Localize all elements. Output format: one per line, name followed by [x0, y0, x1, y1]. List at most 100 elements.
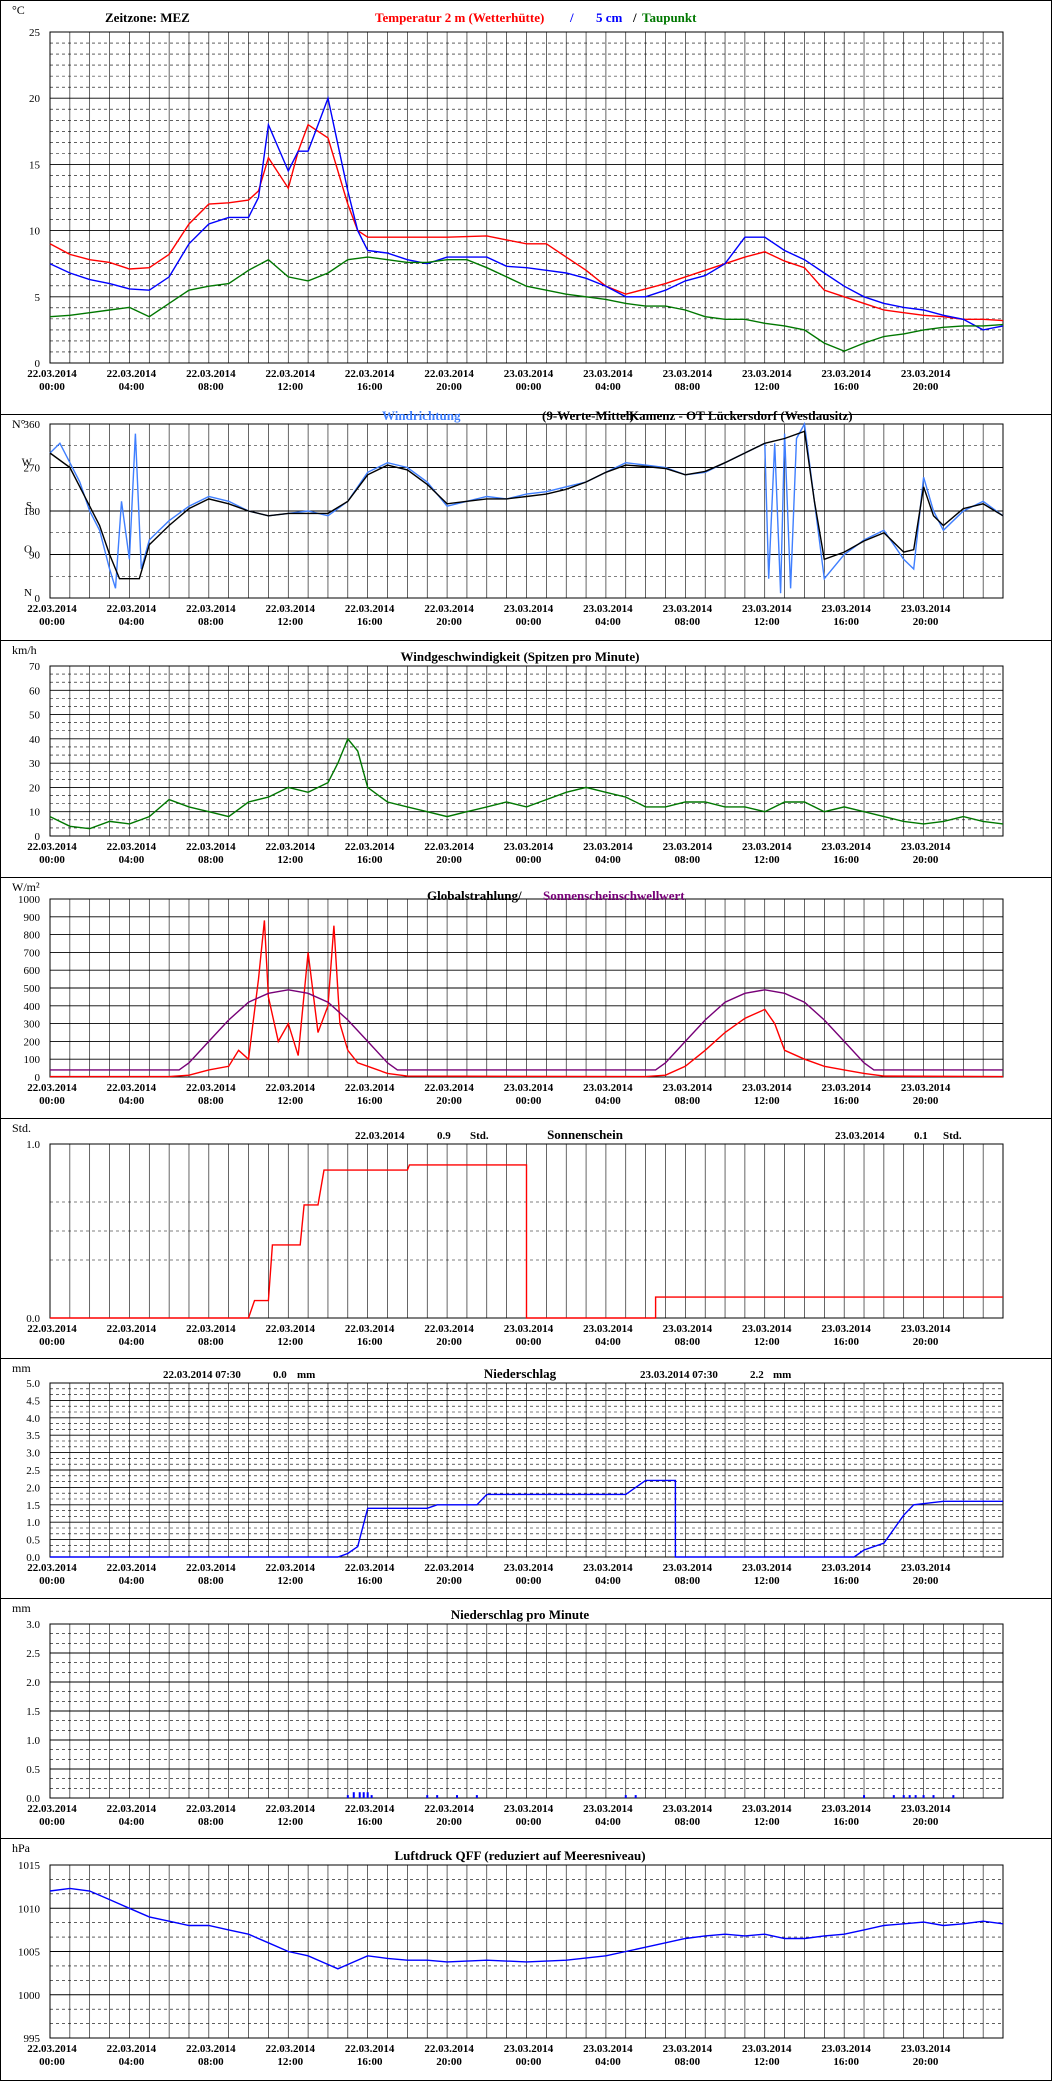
unit-label: N°: [12, 417, 26, 431]
x-tick-date: 23.03.2014: [742, 1562, 792, 1574]
x-tick-time: 08:00: [674, 854, 700, 866]
chart-precipitation: 0.0 0.5 1.0 1.5 2.0 2.5 3.0 3.5 4.0 4.5 5.0 mm 22.03…: [0, 1358, 1052, 1587]
precip-bar: [358, 1792, 361, 1798]
series-line-taupunkt: [49, 256, 1004, 352]
x-tick-date: 23.03.2014: [821, 841, 871, 853]
y-tick-label: 1.5: [26, 1500, 40, 1512]
x-tick-date: 23.03.2014: [901, 1323, 951, 1335]
y-tick-label: 15: [29, 159, 41, 171]
x-tick-date: 23.03.2014: [742, 1323, 792, 1335]
x-tick-date: 23.03.2014: [821, 1082, 871, 1094]
x-tick-date: 23.03.2014: [583, 603, 633, 615]
precip-bar: [908, 1795, 911, 1798]
annotation-value: 2.2: [750, 1369, 764, 1381]
chart-precipitation_per_minute: 0.00.51.01.52.02.53.0mm22.03.201400:0022…: [0, 1598, 1052, 1828]
x-tick-time: 20:00: [913, 381, 939, 393]
x-tick-time: 04:00: [595, 854, 621, 866]
x-tick-time: 08:00: [674, 1336, 700, 1348]
x-tick-time: 20:00: [913, 2056, 939, 2068]
y-tick-label: 900: [24, 912, 41, 924]
chart-title-part: Niederschlag pro Minute: [451, 1607, 590, 1622]
y-tick-label: 1000: [18, 894, 41, 906]
precip-bar: [624, 1795, 627, 1798]
chart-title-part: Zeitzone: MEZ: [105, 10, 190, 25]
x-tick-date: 23.03.2014: [583, 2043, 633, 2055]
x-tick-time: 16:00: [833, 854, 859, 866]
x-tick-date: 23.03.2014: [821, 1562, 871, 1574]
x-tick-time: 00:00: [516, 2056, 542, 2068]
x-tick-time: 08:00: [674, 2056, 700, 2068]
x-tick-date: 22.03.2014: [345, 1323, 395, 1335]
x-tick-date: 22.03.2014: [107, 2043, 157, 2055]
precip-bar: [456, 1795, 459, 1798]
x-tick-time: 04:00: [595, 616, 621, 628]
x-tick-time: 20:00: [436, 1816, 462, 1828]
y-tick-label: 2.5: [26, 1648, 40, 1660]
x-tick-date: 23.03.2014: [663, 1082, 713, 1094]
y-tick-label: 500: [24, 983, 41, 995]
x-tick-time: 08:00: [198, 2056, 224, 2068]
x-tick-date: 22.03.2014: [424, 841, 474, 853]
x-tick-date: 22.03.2014: [107, 368, 157, 380]
x-tick-time: 12:00: [277, 2056, 303, 2068]
y-tick-label: 3.5: [26, 1430, 40, 1442]
y-tick-label: 0.5: [26, 1535, 40, 1547]
y-tick-label: 100: [24, 1054, 41, 1066]
chart-title-part: /: [632, 10, 637, 25]
x-tick-time: 16:00: [357, 1336, 383, 1348]
x-tick-time: 12:00: [754, 1095, 780, 1107]
x-tick-date: 23.03.2014: [663, 841, 713, 853]
x-tick-date: 22.03.2014: [345, 368, 395, 380]
annotation-date: 22.03.2014 07:30: [163, 1369, 241, 1381]
x-tick-date: 22.03.2014: [186, 1803, 236, 1815]
y-tick-label: 2.5: [26, 1465, 40, 1477]
y-tick-label: 25: [29, 27, 41, 39]
chart-title-part: Temperatur 2 m (Wetterhütte): [375, 10, 544, 25]
y-tick-label: 0: [35, 1072, 41, 1084]
y-tick-label: 1010: [18, 1903, 41, 1915]
x-tick-date: 23.03.2014: [663, 1562, 713, 1574]
x-tick-time: 12:00: [277, 854, 303, 866]
series-line-temperatur-2-m-wetterh-tte-: [49, 123, 1004, 322]
y-tick-label: 1000: [18, 1990, 41, 2002]
x-tick-date: 23.03.2014: [663, 1803, 713, 1815]
x-tick-date: 23.03.2014: [504, 1082, 554, 1094]
x-tick-time: 20:00: [436, 854, 462, 866]
chart-title-part: Windgeschwindigkeit (Spitzen pro Minute): [401, 649, 640, 664]
x-tick-time: 00:00: [516, 616, 542, 628]
x-tick-date: 23.03.2014: [663, 368, 713, 380]
x-tick-date: 22.03.2014: [107, 841, 157, 853]
y-tick-label: 0.0: [26, 1793, 40, 1805]
x-tick-date: 22.03.2014: [27, 1562, 77, 1574]
annotation-date: 22.03.2014: [355, 1130, 405, 1142]
x-tick-time: 00:00: [39, 1816, 65, 1828]
x-tick-time: 08:00: [198, 854, 224, 866]
y-tick-label: 20: [29, 93, 41, 105]
x-tick-time: 00:00: [516, 1816, 542, 1828]
y-tick-label: 270: [24, 463, 41, 475]
x-tick-time: 00:00: [39, 2056, 65, 2068]
x-tick-time: 16:00: [357, 2056, 383, 2068]
y-tick-label: 50: [29, 710, 41, 722]
x-tick-date: 23.03.2014: [742, 841, 792, 853]
y-tick-label: 1.0: [26, 1139, 40, 1151]
x-tick-date: 23.03.2014: [821, 2043, 871, 2055]
x-tick-time: 08:00: [674, 1095, 700, 1107]
x-tick-date: 23.03.2014: [742, 368, 792, 380]
y-tick-label: 0.0: [26, 1552, 40, 1564]
x-tick-date: 22.03.2014: [345, 603, 395, 615]
x-tick-date: 23.03.2014: [583, 1323, 633, 1335]
x-tick-date: 22.03.2014: [345, 841, 395, 853]
chart-title-part: Sonnenschein: [547, 1127, 624, 1142]
plot-frame: [49, 31, 1004, 364]
y-tick-label: 1.5: [26, 1706, 40, 1718]
y-tick-label: 800: [24, 930, 41, 942]
x-tick-date: 23.03.2014: [504, 2043, 554, 2055]
precip-bar: [914, 1795, 917, 1798]
precip-bar: [863, 1795, 866, 1798]
y-tick-label: 5.0: [26, 1378, 40, 1390]
y-tick-label: 1.0: [26, 1517, 40, 1529]
x-tick-time: 04:00: [595, 1816, 621, 1828]
chart-title-part: Kamenz - OT Lückersdorf (Westlausitz): [629, 408, 853, 423]
precip-bar: [952, 1795, 955, 1798]
